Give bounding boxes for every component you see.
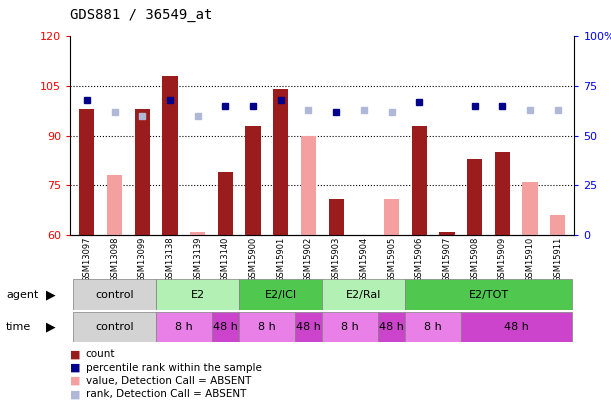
Bar [322,279,405,310]
Bar [405,279,571,310]
Bar [156,312,211,342]
Bar [412,126,427,235]
Text: agent: agent [6,290,38,300]
Text: ■: ■ [70,350,81,359]
Text: 8 h: 8 h [424,322,442,332]
Bar [240,312,295,342]
Bar [467,159,482,235]
Bar [295,312,322,342]
Text: 48 h: 48 h [379,322,404,332]
Text: ▶: ▶ [46,288,56,301]
Bar [322,312,378,342]
Text: count: count [86,350,115,359]
Bar [301,136,316,235]
Bar [163,76,178,235]
Text: E2: E2 [191,290,205,300]
Text: control: control [95,290,134,300]
Bar [461,312,571,342]
Bar [439,232,455,235]
Text: 48 h: 48 h [296,322,321,332]
Text: 8 h: 8 h [341,322,359,332]
Text: E2/Ral: E2/Ral [346,290,381,300]
Bar [156,279,240,310]
Text: ■: ■ [70,390,81,399]
Text: ■: ■ [70,376,81,386]
Text: time: time [6,322,31,332]
Bar [218,172,233,235]
Text: 48 h: 48 h [503,322,529,332]
Text: 48 h: 48 h [213,322,238,332]
Text: E2/ICI: E2/ICI [265,290,297,300]
Text: control: control [95,322,134,332]
Text: 8 h: 8 h [175,322,192,332]
Bar [240,279,322,310]
Bar [73,279,156,310]
Bar [495,152,510,235]
Text: ▶: ▶ [46,320,56,334]
Bar [550,215,565,235]
Bar [190,232,205,235]
Bar [384,198,399,235]
Bar [134,109,150,235]
Bar [522,182,538,235]
Text: ■: ■ [70,363,81,373]
Bar [246,126,261,235]
Text: 8 h: 8 h [258,322,276,332]
Text: value, Detection Call = ABSENT: value, Detection Call = ABSENT [86,376,251,386]
Bar [211,312,240,342]
Bar [329,198,344,235]
Text: rank, Detection Call = ABSENT: rank, Detection Call = ABSENT [86,390,246,399]
Text: percentile rank within the sample: percentile rank within the sample [86,363,262,373]
Text: E2/TOT: E2/TOT [469,290,508,300]
Bar [405,312,461,342]
Bar [378,312,405,342]
Text: GDS881 / 36549_at: GDS881 / 36549_at [70,8,213,22]
Bar [107,175,122,235]
Bar [73,312,156,342]
Bar [273,90,288,235]
Bar [79,109,95,235]
